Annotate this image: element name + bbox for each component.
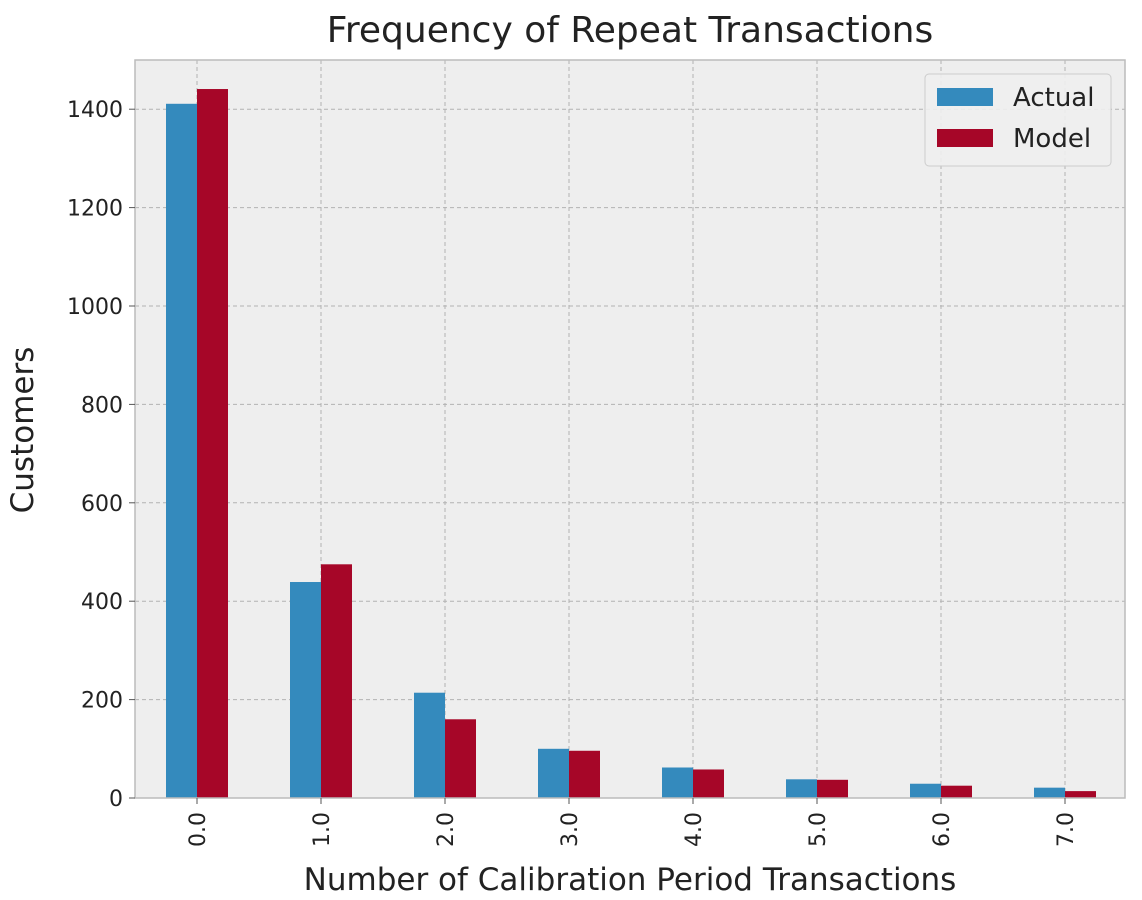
bar-actual-0 (166, 103, 197, 798)
y-tick-label: 1400 (67, 98, 123, 123)
bar-actual-6 (910, 783, 941, 798)
y-tick-label: 400 (81, 590, 123, 615)
x-tick-label: 2.0 (434, 812, 459, 847)
y-tick-label: 800 (81, 393, 123, 418)
bar-actual-4 (662, 767, 693, 798)
bar-model-1 (321, 564, 352, 798)
y-tick-label: 1000 (67, 295, 123, 320)
bar-model-4 (693, 769, 724, 798)
plot-area (135, 60, 1125, 798)
y-tick-label: 0 (109, 787, 123, 812)
x-tick-label: 6.0 (930, 812, 955, 847)
y-tick-label: 200 (81, 689, 123, 714)
x-tick-label: 7.0 (1054, 812, 1079, 847)
y-tick-label: 1200 (67, 197, 123, 222)
bar-model-2 (445, 719, 476, 798)
x-tick-label: 1.0 (310, 812, 335, 847)
bar-actual-2 (414, 692, 445, 798)
plot-border (134, 59, 1126, 799)
y-axis-label: Customers (5, 347, 41, 514)
legend: Actual Model (924, 73, 1112, 167)
x-axis-ticks: 0.0 1.0 2.0 3.0 4.0 5.0 6.0 7.0 (186, 798, 1079, 847)
y-tick-label: 600 (81, 492, 123, 517)
bar-actual-5 (786, 779, 817, 798)
x-tick-label: 5.0 (806, 812, 831, 847)
legend-swatch-actual (937, 88, 993, 106)
bar-model-5 (817, 779, 848, 798)
bars (166, 89, 1096, 798)
x-axis-label: Number of Calibration Period Transaction… (304, 862, 957, 898)
legend-label-model: Model (1013, 124, 1091, 154)
x-tick-label: 3.0 (558, 812, 583, 847)
y-axis-ticks: 0 200 400 600 800 1000 1200 1400 (67, 98, 135, 812)
x-tick-label: 4.0 (682, 812, 707, 847)
legend-label-actual: Actual (1013, 83, 1094, 113)
bar-actual-7 (1034, 787, 1065, 798)
chart-title: Frequency of Repeat Transactions (327, 10, 933, 51)
bar-actual-1 (290, 582, 321, 798)
bar-model-7 (1065, 791, 1096, 798)
bar-model-6 (941, 785, 972, 798)
legend-swatch-model (937, 129, 993, 147)
bar-actual-3 (538, 748, 569, 798)
bar-model-3 (569, 750, 600, 798)
x-tick-label: 0.0 (186, 812, 211, 847)
bar-model-0 (197, 89, 228, 798)
